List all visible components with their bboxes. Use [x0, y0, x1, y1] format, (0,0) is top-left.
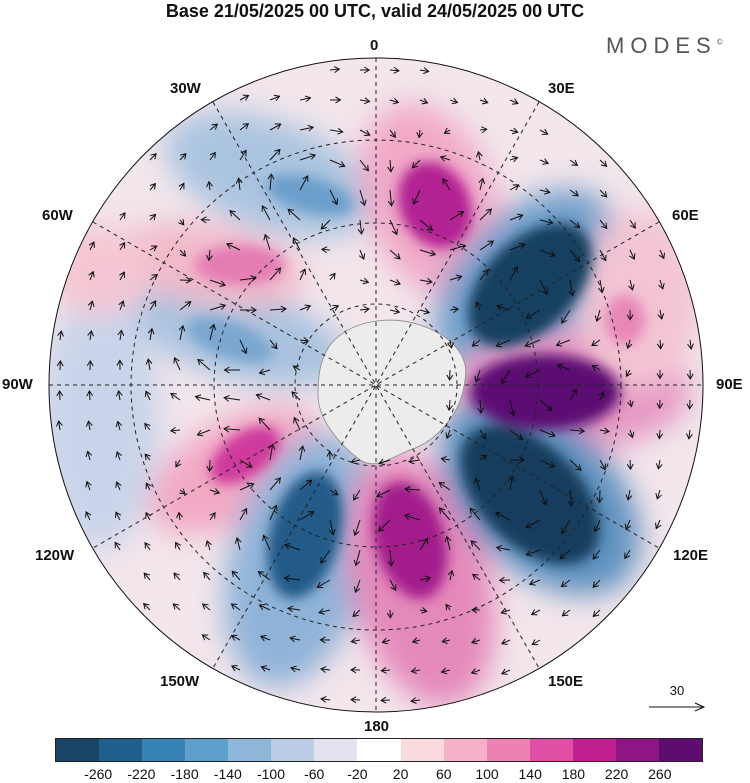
colorbar-segment [658, 739, 702, 761]
colorbar-tick-label: -140 [213, 766, 242, 782]
colorbar-segment [271, 739, 315, 761]
reference-arrow-icon [649, 702, 706, 712]
lon-label-0: 0 [370, 37, 379, 54]
colorbar-segment [228, 739, 272, 761]
colorbar-tick-label: 140 [518, 766, 542, 782]
brand-logo: MODES© [606, 33, 723, 59]
colorbar-segment [572, 739, 616, 761]
colorbar-tick-label: 60 [436, 766, 452, 782]
colorbar-segment [529, 739, 573, 761]
lon-label-60e: 60E [672, 207, 699, 224]
lon-label-150w: 150W [160, 673, 200, 690]
colorbar-segment [99, 739, 143, 761]
colorbar-segment [443, 739, 487, 761]
lon-label-30w: 30W [170, 80, 201, 97]
anomaly-field [49, 58, 703, 712]
reference-vector-label: 30 [669, 683, 685, 698]
colorbar-segment [486, 739, 530, 761]
lon-label-120e: 120E [673, 547, 709, 564]
colorbar-tick-label: -100 [256, 766, 286, 782]
colorbar-tick-label: -180 [170, 766, 199, 782]
lon-label-30e: 30E [548, 80, 575, 97]
map-border [48, 57, 704, 713]
brand-mark: © [716, 37, 723, 47]
brand-text: MODES [606, 33, 717, 58]
colorbar-tick-label: 260 [648, 766, 672, 782]
lon-label-120w: 120W [35, 547, 75, 564]
colorbar-tick-label: 220 [604, 766, 629, 782]
colorbar-tick-label: -20 [347, 766, 368, 782]
lon-label-150e: 150E [548, 673, 584, 690]
graticule [49, 58, 703, 712]
map-title: Base 21/05/2025 00 UTC, valid 24/05/2025… [165, 1, 585, 21]
lon-label-180: 180 [364, 718, 390, 735]
colorbar-tick-label: -260 [84, 766, 113, 782]
colorbar-tick-label: 180 [561, 766, 586, 782]
wind-vectors [55, 66, 694, 704]
colorbar-segment [615, 739, 659, 761]
colorbar-segment [357, 739, 401, 761]
lon-label-90w: 90W [2, 376, 33, 393]
colorbar-segment [142, 739, 186, 761]
colorbar-segment [185, 739, 229, 761]
colorbar-segment [56, 739, 100, 761]
lon-label-60w: 60W [42, 207, 73, 224]
polar-map [48, 57, 704, 713]
reference-vector: 30 [647, 683, 707, 713]
colorbar-tick-label: -220 [127, 766, 156, 782]
colorbar-segment [400, 739, 444, 761]
colorbar-ticks: -260 -220 -180 -140 -100 -60 -20 20 60 100 140 180 2… [0, 766, 750, 783]
colorbar [55, 738, 703, 762]
colorbar-tick-label: -60 [304, 766, 325, 782]
antarctica-landmass [317, 319, 467, 465]
colorbar-tick-label: 100 [475, 766, 499, 782]
colorbar-segment [314, 739, 358, 761]
colorbar-tick-label: 20 [392, 766, 409, 782]
lon-label-90e: 90E [716, 376, 743, 393]
